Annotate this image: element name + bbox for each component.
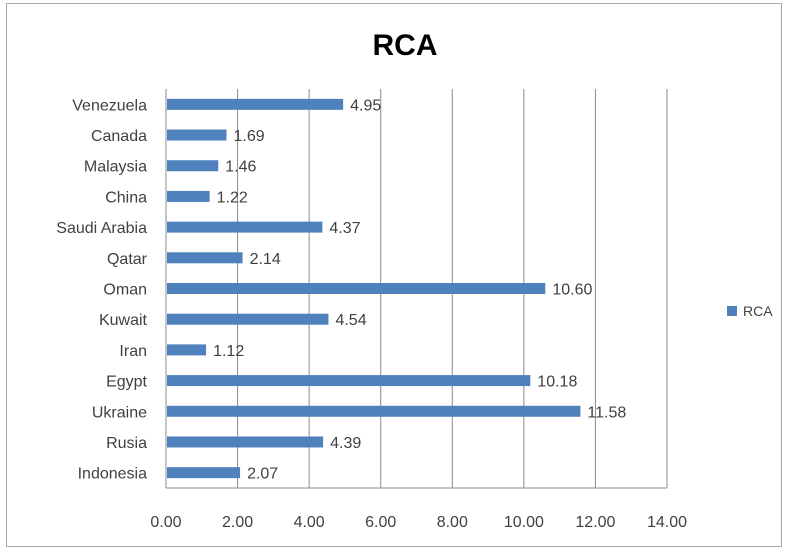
data-label: 4.95 (350, 97, 381, 114)
bars (167, 98, 581, 479)
category-label: Ukraine (92, 404, 147, 421)
x-tick-label: 4.00 (294, 514, 325, 531)
bar (167, 313, 329, 325)
legend-swatch (727, 306, 737, 316)
category-label: Indonesia (78, 466, 147, 483)
chart-title: RCA (373, 29, 438, 62)
bar (167, 283, 546, 294)
data-label: 2.07 (247, 466, 278, 483)
x-tick-label: 12.00 (575, 514, 615, 531)
category-label: Egypt (106, 374, 147, 391)
grid-lines (165, 89, 668, 489)
category-label: Malaysia (84, 159, 147, 176)
data-label: 10.18 (537, 374, 577, 391)
data-label: 4.37 (329, 220, 360, 237)
bar (167, 467, 241, 479)
data-label: 1.46 (225, 159, 256, 176)
category-label: Iran (119, 343, 147, 360)
data-label: 11.58 (587, 404, 626, 421)
chart-frame (6, 3, 782, 547)
bar (167, 436, 324, 448)
category-label: Oman (103, 282, 147, 299)
x-tick-label: 10.00 (504, 514, 544, 531)
data-label: 1.12 (213, 343, 244, 360)
x-tick-label: 0.00 (150, 514, 181, 531)
bar (167, 375, 531, 387)
data-label: 1.69 (233, 128, 264, 145)
data-label: 1.22 (217, 189, 248, 206)
bar (167, 98, 344, 110)
bar (167, 190, 210, 202)
category-label: Qatar (107, 251, 148, 268)
data-label: 10.60 (552, 282, 592, 299)
data-label: 4.54 (335, 312, 366, 329)
bar (167, 344, 207, 356)
x-tick-label: 6.00 (365, 514, 396, 531)
category-label: Canada (91, 128, 147, 145)
category-label: Kuwait (99, 312, 148, 329)
bar (167, 221, 323, 233)
data-labels: 2.07 4.39 11.58 10.18 1.12 4.54 10.60 2.14 4.37 1… (213, 97, 626, 482)
x-tick-label: 2.00 (222, 514, 253, 531)
data-label: 4.39 (330, 435, 361, 452)
category-label: Saudi Arabia (56, 220, 147, 237)
category-label: Rusia (106, 435, 147, 452)
bar (167, 252, 243, 264)
category-labels: Indonesia Rusia Ukraine Egypt Iran Kuwait Oman… (56, 97, 147, 482)
bar (167, 160, 219, 172)
category-label: China (105, 189, 147, 206)
x-tick-labels: 0.00 2.00 4.00 6.00 8.00 10.00 12.00 14.00 (150, 514, 687, 531)
legend: RCA (727, 303, 773, 319)
bar (167, 129, 227, 141)
bar (167, 405, 581, 417)
x-tick-label: 14.00 (647, 514, 687, 531)
category-label: Venezuela (72, 97, 147, 114)
x-tick-label: 8.00 (437, 514, 468, 531)
data-label: 2.14 (250, 251, 281, 268)
legend-label: RCA (743, 303, 773, 319)
